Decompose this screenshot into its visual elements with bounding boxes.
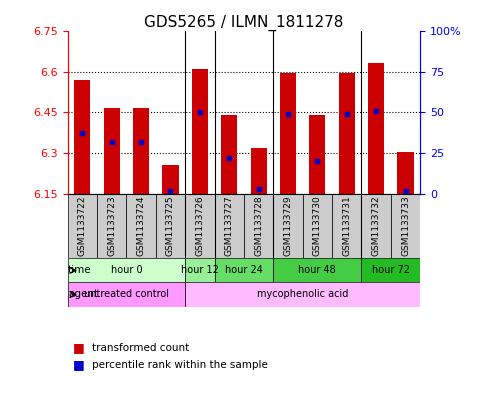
Bar: [156, 193, 185, 258]
Text: GSM1133725: GSM1133725: [166, 196, 175, 256]
Text: GSM1133729: GSM1133729: [284, 196, 293, 256]
Bar: [309, 115, 326, 193]
Text: hour 0: hour 0: [111, 265, 142, 275]
Bar: [68, 258, 185, 283]
Bar: [368, 62, 384, 193]
Bar: [192, 69, 208, 193]
Text: GSM1133728: GSM1133728: [254, 196, 263, 256]
Bar: [398, 152, 413, 193]
Bar: [185, 283, 420, 307]
Text: hour 12: hour 12: [181, 265, 219, 275]
Text: GSM1133730: GSM1133730: [313, 196, 322, 256]
Bar: [68, 283, 185, 307]
Text: time: time: [68, 265, 92, 275]
Text: untreated control: untreated control: [84, 290, 169, 299]
Text: GSM1133722: GSM1133722: [78, 196, 87, 256]
Bar: [68, 193, 97, 258]
Bar: [133, 108, 149, 193]
Text: agent: agent: [68, 290, 98, 299]
Bar: [361, 193, 391, 258]
Bar: [162, 165, 179, 193]
Bar: [104, 108, 120, 193]
Bar: [185, 193, 214, 258]
Text: hour 48: hour 48: [298, 265, 336, 275]
Bar: [391, 193, 420, 258]
Bar: [339, 73, 355, 193]
Bar: [273, 258, 361, 283]
Bar: [221, 115, 237, 193]
Text: percentile rank within the sample: percentile rank within the sample: [92, 360, 268, 370]
Text: transformed count: transformed count: [92, 343, 189, 353]
Bar: [127, 193, 156, 258]
Text: GSM1133727: GSM1133727: [225, 196, 234, 256]
Bar: [361, 258, 420, 283]
Bar: [185, 258, 214, 283]
Text: ■: ■: [72, 358, 84, 371]
Title: GDS5265 / ILMN_1811278: GDS5265 / ILMN_1811278: [144, 15, 343, 31]
Bar: [97, 193, 127, 258]
Text: GSM1133723: GSM1133723: [107, 196, 116, 256]
Bar: [251, 148, 267, 193]
Bar: [214, 258, 273, 283]
Bar: [214, 193, 244, 258]
Text: GSM1133733: GSM1133733: [401, 196, 410, 256]
Bar: [280, 73, 296, 193]
Text: GSM1133732: GSM1133732: [371, 196, 381, 256]
Bar: [332, 193, 361, 258]
Text: mycophenolic acid: mycophenolic acid: [257, 290, 348, 299]
Bar: [244, 193, 273, 258]
Text: hour 72: hour 72: [372, 265, 410, 275]
Text: GSM1133731: GSM1133731: [342, 196, 351, 256]
Text: hour 24: hour 24: [225, 265, 263, 275]
Text: ■: ■: [72, 341, 84, 354]
Bar: [74, 80, 90, 193]
Text: GSM1133724: GSM1133724: [137, 196, 145, 256]
Bar: [303, 193, 332, 258]
Text: GSM1133726: GSM1133726: [195, 196, 204, 256]
Bar: [273, 193, 303, 258]
